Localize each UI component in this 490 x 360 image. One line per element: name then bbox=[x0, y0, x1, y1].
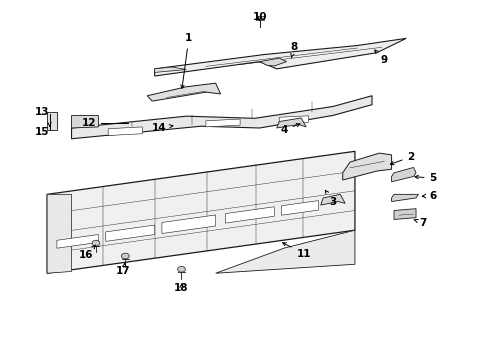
Polygon shape bbox=[57, 234, 98, 248]
Polygon shape bbox=[216, 230, 355, 273]
Polygon shape bbox=[225, 207, 274, 223]
Polygon shape bbox=[392, 194, 418, 202]
Text: 6: 6 bbox=[422, 191, 437, 201]
Polygon shape bbox=[47, 194, 72, 273]
Text: 4: 4 bbox=[280, 123, 300, 135]
Text: 7: 7 bbox=[414, 218, 427, 228]
Circle shape bbox=[122, 253, 129, 259]
Polygon shape bbox=[279, 116, 309, 124]
Text: 5: 5 bbox=[415, 173, 437, 183]
Text: 2: 2 bbox=[391, 152, 415, 165]
Text: 16: 16 bbox=[79, 245, 96, 260]
Polygon shape bbox=[392, 167, 416, 182]
Polygon shape bbox=[72, 116, 98, 128]
Polygon shape bbox=[394, 209, 416, 220]
Polygon shape bbox=[72, 96, 372, 139]
Text: 12: 12 bbox=[81, 118, 96, 128]
Polygon shape bbox=[155, 67, 186, 72]
Polygon shape bbox=[106, 225, 155, 241]
Polygon shape bbox=[260, 58, 287, 66]
Polygon shape bbox=[47, 112, 57, 130]
Polygon shape bbox=[282, 201, 319, 215]
Polygon shape bbox=[321, 194, 345, 205]
Polygon shape bbox=[162, 215, 216, 234]
Text: 1: 1 bbox=[181, 33, 193, 88]
Text: 9: 9 bbox=[375, 50, 388, 65]
Polygon shape bbox=[108, 127, 143, 135]
Text: 14: 14 bbox=[152, 123, 173, 133]
Polygon shape bbox=[277, 118, 306, 128]
Polygon shape bbox=[155, 39, 406, 76]
Polygon shape bbox=[206, 119, 240, 127]
Text: 13: 13 bbox=[35, 107, 49, 117]
Text: 17: 17 bbox=[116, 263, 130, 276]
Circle shape bbox=[177, 266, 185, 272]
Polygon shape bbox=[256, 16, 264, 20]
Circle shape bbox=[92, 240, 100, 246]
Text: 10: 10 bbox=[252, 12, 267, 22]
Text: 3: 3 bbox=[325, 190, 337, 207]
Polygon shape bbox=[47, 151, 355, 273]
Text: 15: 15 bbox=[35, 127, 49, 136]
Polygon shape bbox=[343, 153, 392, 180]
Text: 18: 18 bbox=[174, 283, 189, 293]
Text: 8: 8 bbox=[290, 42, 297, 58]
Text: 11: 11 bbox=[283, 243, 311, 258]
Polygon shape bbox=[147, 83, 220, 101]
